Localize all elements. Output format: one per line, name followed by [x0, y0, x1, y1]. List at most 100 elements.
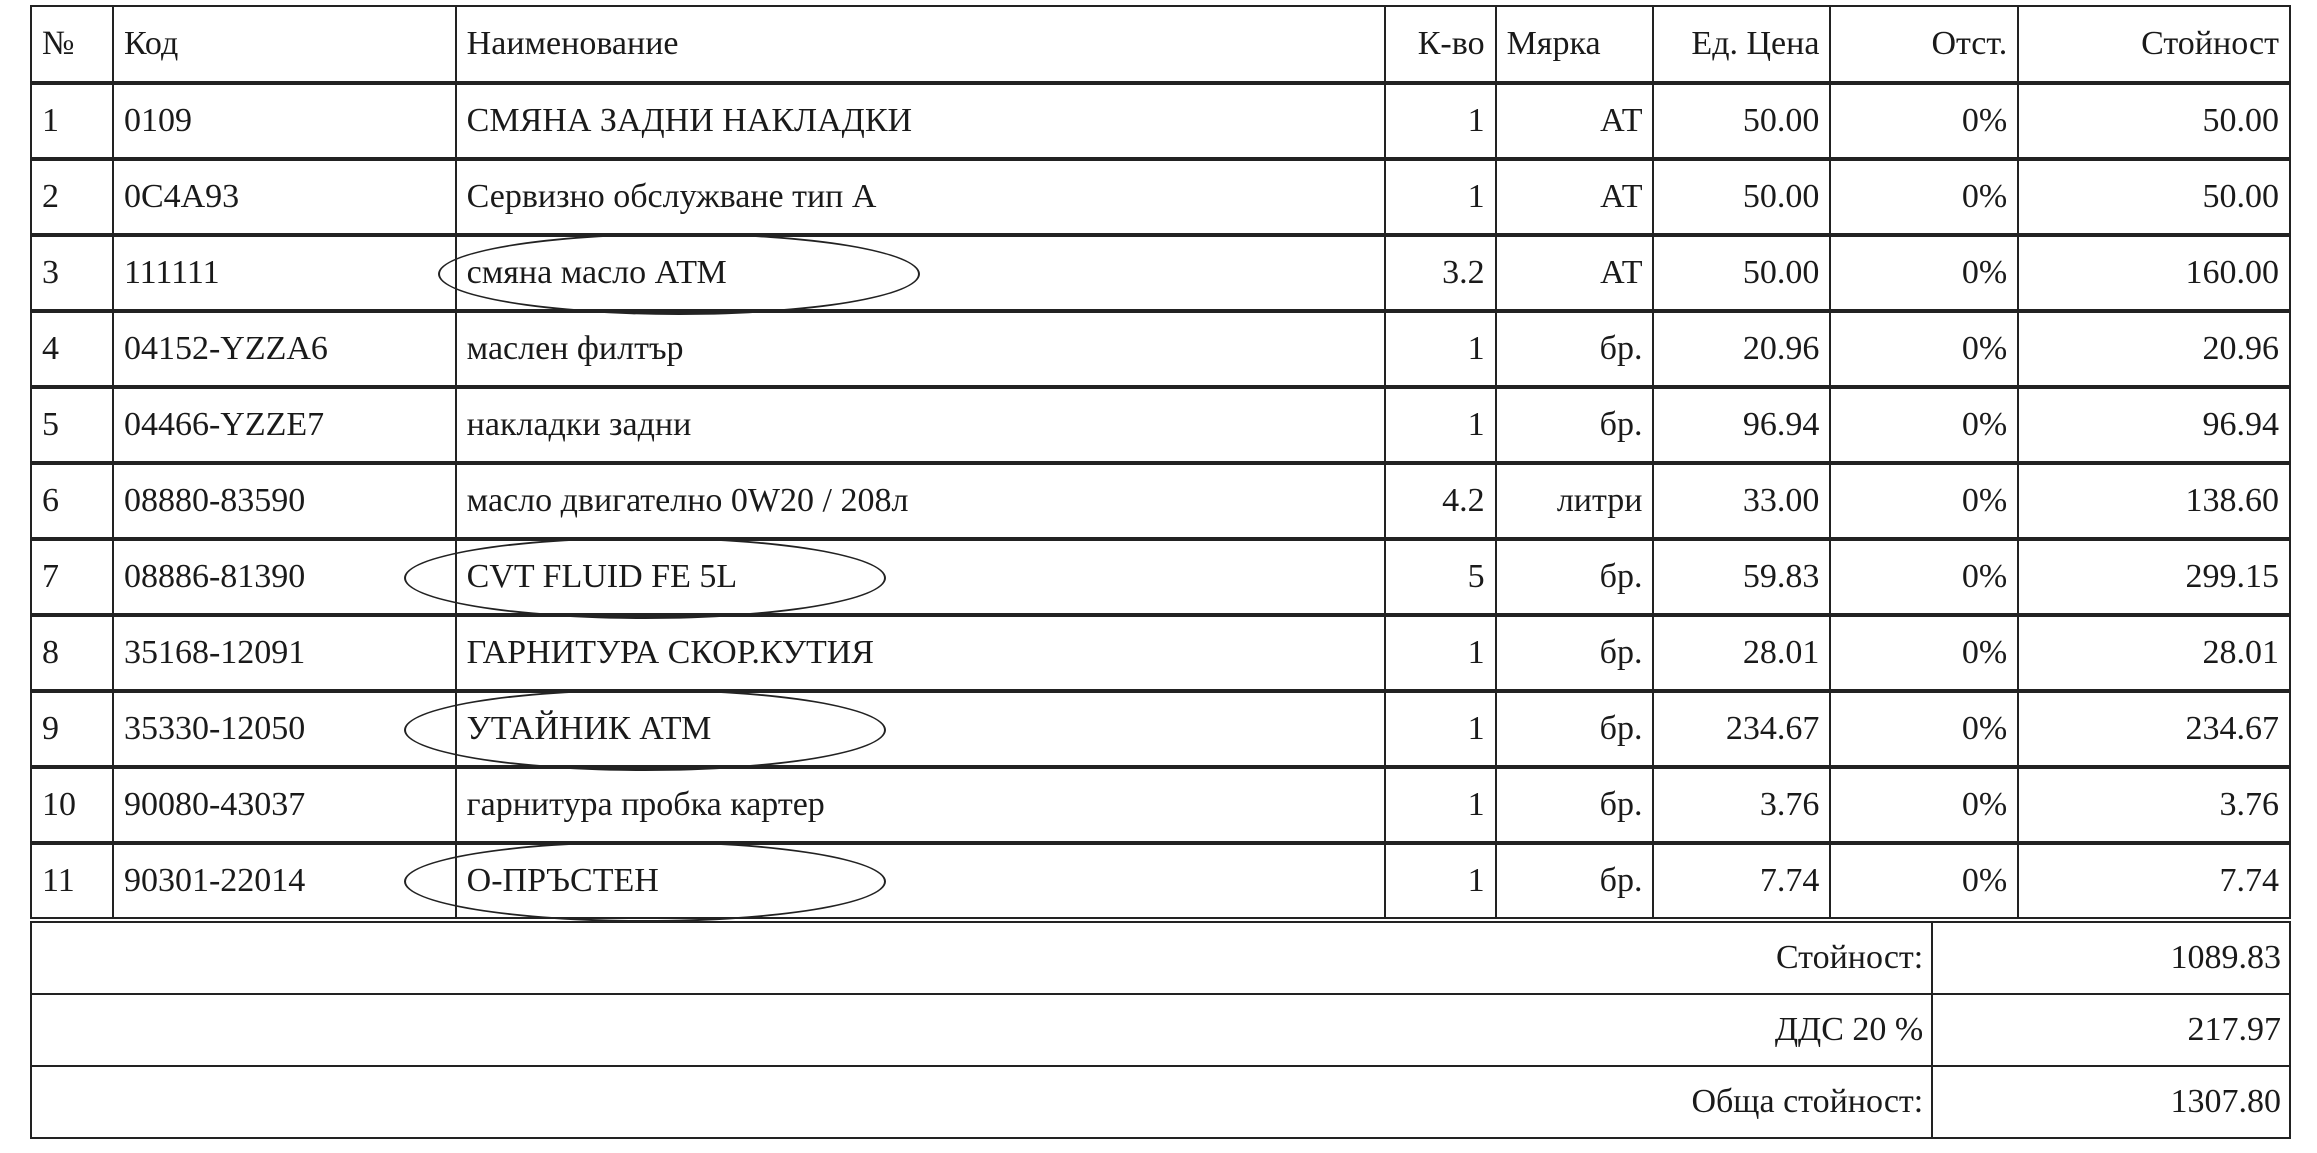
item-code: 90301-22014: [111, 841, 457, 919]
item-quantity: 1: [1383, 81, 1497, 160]
item-name: масло двигателно 0W20 / 208л: [454, 461, 1386, 540]
item-unit-price: 234.67: [1652, 689, 1832, 768]
item-total: 50.00: [2017, 157, 2291, 236]
item-code: 08886-81390: [111, 537, 457, 616]
item-unit-price: 96.94: [1652, 385, 1832, 464]
item-discount: 0%: [1829, 309, 2020, 388]
table-row: 8 35168-12091 ГАРНИТУРА СКОР.КУТИЯ 1 бр. 28.0…: [30, 613, 2291, 692]
row-number: 9: [30, 689, 114, 768]
header-discount: Отст.: [1829, 5, 2020, 84]
item-code: 90080-43037: [111, 765, 457, 844]
item-unit-price: 50.00: [1652, 81, 1832, 160]
table-row: 2 0C4A93 Сервизно обслужване тип А 1 АТ 50.00…: [30, 157, 2291, 236]
row-number: 5: [30, 385, 114, 464]
totals-row-subtotal: Стойност: 1089.83: [29, 921, 2291, 995]
row-number: 3: [30, 233, 114, 312]
item-discount: 0%: [1829, 157, 2020, 236]
table-row: 3 111111 смяна масло АТМ 3.2 АТ 50.00 0% 160.00: [30, 233, 2291, 312]
table-row: 6 08880-83590 масло двигателно 0W20 / 208л…: [30, 461, 2291, 540]
item-unit: литри: [1494, 461, 1655, 540]
totals-row-grand-total: Обща стойност: 1307.80: [29, 1065, 2291, 1139]
header-total: Стойност: [2017, 5, 2291, 84]
table-row: 9 35330-12050 УТАЙНИК АТМ 1 бр. 234.67 0% 234.6…: [30, 689, 2291, 768]
item-unit-price: 7.74: [1652, 841, 1832, 919]
item-discount: 0%: [1829, 841, 2020, 919]
table-row: 4 04152-YZZA6 маслен филтър 1 бр. 20.96 0% 20.9…: [30, 309, 2291, 388]
item-quantity: 1: [1383, 157, 1497, 236]
vat-label: ДДС 20 %: [29, 993, 1934, 1067]
item-code: 04466-YZZE7: [111, 385, 457, 464]
item-unit-price: 50.00: [1652, 157, 1832, 236]
item-quantity: 1: [1383, 689, 1497, 768]
item-name: ГАРНИТУРА СКОР.КУТИЯ: [454, 613, 1386, 692]
item-discount: 0%: [1829, 233, 2020, 312]
item-name: СМЯНА ЗАДНИ НАКЛАДКИ: [454, 81, 1386, 160]
item-discount: 0%: [1829, 537, 2020, 616]
item-code: 04152-YZZA6: [111, 309, 457, 388]
item-unit-price: 59.83: [1652, 537, 1832, 616]
item-quantity: 1: [1383, 309, 1497, 388]
item-unit: АТ: [1494, 81, 1655, 160]
item-name: гарнитура пробка картер: [454, 765, 1386, 844]
item-total: 20.96: [2017, 309, 2291, 388]
item-quantity: 1: [1383, 385, 1497, 464]
header-quantity: К-во: [1383, 5, 1497, 84]
item-discount: 0%: [1829, 81, 2020, 160]
item-discount: 0%: [1829, 765, 2020, 844]
item-name: накладки задни: [454, 385, 1386, 464]
item-code: 35330-12050: [111, 689, 457, 768]
item-name: УТАЙНИК АТМ: [454, 689, 1386, 768]
item-unit: бр.: [1494, 689, 1655, 768]
item-discount: 0%: [1829, 613, 2020, 692]
item-discount: 0%: [1829, 689, 2020, 768]
item-unit: бр.: [1494, 385, 1655, 464]
item-name: О-ПРЪСТЕН: [454, 841, 1386, 919]
item-unit-price: 20.96: [1652, 309, 1832, 388]
item-name: смяна масло АТМ: [454, 233, 1386, 312]
item-total: 50.00: [2017, 81, 2291, 160]
row-number: 11: [30, 841, 114, 919]
item-name: CVT FLUID FE 5L: [454, 537, 1386, 616]
item-discount: 0%: [1829, 461, 2020, 540]
item-unit-price: 28.01: [1652, 613, 1832, 692]
item-total: 7.74: [2017, 841, 2291, 919]
item-total: 3.76: [2017, 765, 2291, 844]
table-header-row: № Код Наименование К-во Мярка Ед. Цена О…: [30, 5, 2291, 84]
item-name: Сервизно обслужване тип А: [454, 157, 1386, 236]
item-name: маслен филтър: [454, 309, 1386, 388]
item-quantity: 4.2: [1383, 461, 1497, 540]
item-total: 234.67: [2017, 689, 2291, 768]
item-quantity: 1: [1383, 765, 1497, 844]
table-row: 10 90080-43037 гарнитура пробка картер 1 бр.…: [30, 765, 2291, 844]
row-number: 7: [30, 537, 114, 616]
row-number: 1: [30, 81, 114, 160]
item-discount: 0%: [1829, 385, 2020, 464]
item-unit: АТ: [1494, 157, 1655, 236]
grand-total-label: Обща стойност:: [29, 1065, 1934, 1139]
subtotal-label: Стойност:: [29, 921, 1934, 995]
item-total: 138.60: [2017, 461, 2291, 540]
row-number: 4: [30, 309, 114, 388]
header-number: №: [30, 5, 114, 84]
header-name: Наименование: [454, 5, 1386, 84]
item-unit: бр.: [1494, 309, 1655, 388]
table-row: 1 0109 СМЯНА ЗАДНИ НАКЛАДКИ 1 АТ 50.00 0% 50.00: [30, 81, 2291, 160]
row-number: 6: [30, 461, 114, 540]
item-unit: бр.: [1494, 537, 1655, 616]
item-unit-price: 50.00: [1652, 233, 1832, 312]
invoice-items-table: № Код Наименование К-во Мярка Ед. Цена О…: [30, 5, 2291, 919]
totals-row-vat: ДДС 20 % 217.97: [29, 993, 2291, 1067]
item-quantity: 5: [1383, 537, 1497, 616]
item-quantity: 3.2: [1383, 233, 1497, 312]
grand-total-value: 1307.80: [1931, 1065, 2291, 1139]
header-unit-price: Ед. Цена: [1652, 5, 1832, 84]
totals-table: Стойност: 1089.83 ДДС 20 % 217.97 Обща с…: [29, 921, 2291, 1139]
item-quantity: 1: [1383, 841, 1497, 919]
row-number: 2: [30, 157, 114, 236]
header-code: Код: [111, 5, 457, 84]
item-code: 0C4A93: [111, 157, 457, 236]
header-unit: Мярка: [1494, 5, 1655, 84]
row-number: 8: [30, 613, 114, 692]
item-unit: АТ: [1494, 233, 1655, 312]
item-unit: бр.: [1494, 613, 1655, 692]
